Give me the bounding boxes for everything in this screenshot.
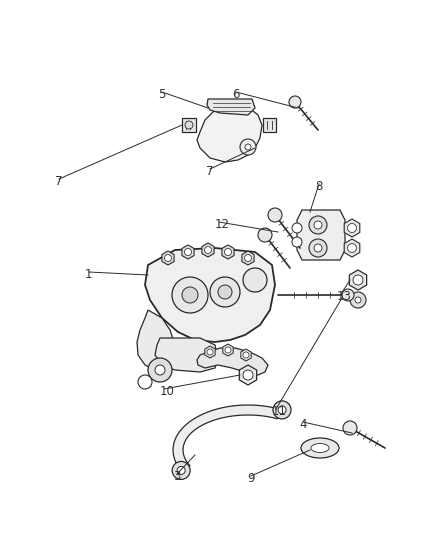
Polygon shape — [155, 338, 218, 372]
Polygon shape — [197, 105, 262, 162]
Circle shape — [177, 466, 185, 474]
Text: 9: 9 — [247, 472, 254, 485]
Circle shape — [268, 208, 282, 222]
Circle shape — [172, 277, 208, 313]
Circle shape — [155, 365, 165, 375]
Text: 3: 3 — [173, 470, 180, 483]
Circle shape — [245, 144, 251, 150]
Polygon shape — [207, 99, 255, 115]
Text: 5: 5 — [158, 88, 166, 101]
Circle shape — [243, 268, 267, 292]
Circle shape — [350, 292, 366, 308]
Circle shape — [353, 275, 363, 285]
Polygon shape — [182, 118, 196, 132]
Polygon shape — [350, 270, 367, 290]
Polygon shape — [162, 251, 174, 265]
Circle shape — [225, 347, 231, 353]
Circle shape — [278, 406, 286, 414]
Circle shape — [342, 289, 354, 301]
Polygon shape — [241, 349, 251, 361]
Polygon shape — [173, 405, 282, 471]
Polygon shape — [222, 245, 234, 259]
Circle shape — [309, 239, 327, 257]
Circle shape — [225, 248, 232, 255]
Circle shape — [273, 401, 291, 419]
Circle shape — [210, 277, 240, 307]
Ellipse shape — [311, 443, 329, 453]
Polygon shape — [145, 248, 275, 342]
Text: 7: 7 — [206, 165, 213, 178]
Circle shape — [243, 352, 249, 358]
Circle shape — [292, 223, 302, 233]
Circle shape — [314, 221, 322, 229]
Circle shape — [258, 228, 272, 242]
Text: 7: 7 — [55, 175, 63, 188]
Text: 4: 4 — [299, 418, 307, 431]
Text: 11: 11 — [272, 405, 287, 418]
Circle shape — [343, 421, 357, 435]
Text: 6: 6 — [232, 88, 240, 101]
Circle shape — [347, 223, 357, 232]
Polygon shape — [242, 251, 254, 265]
Circle shape — [309, 216, 327, 234]
Text: 8: 8 — [315, 180, 322, 193]
Circle shape — [205, 246, 212, 254]
Polygon shape — [263, 118, 276, 132]
Polygon shape — [205, 346, 215, 358]
Polygon shape — [182, 245, 194, 259]
Circle shape — [182, 287, 198, 303]
Ellipse shape — [301, 438, 339, 458]
Text: 13: 13 — [337, 290, 352, 303]
Circle shape — [172, 462, 190, 479]
Circle shape — [185, 121, 193, 129]
Polygon shape — [197, 348, 268, 375]
Circle shape — [240, 139, 256, 155]
Circle shape — [289, 96, 301, 108]
Circle shape — [292, 237, 302, 247]
Circle shape — [355, 297, 361, 303]
Circle shape — [243, 370, 253, 380]
Polygon shape — [344, 239, 360, 257]
Text: 10: 10 — [160, 385, 175, 398]
Circle shape — [314, 244, 322, 252]
Circle shape — [165, 254, 172, 262]
Polygon shape — [344, 219, 360, 237]
Polygon shape — [297, 210, 345, 260]
Circle shape — [148, 358, 172, 382]
Text: 12: 12 — [215, 218, 230, 231]
Polygon shape — [202, 243, 214, 257]
Circle shape — [184, 248, 191, 255]
Text: 1: 1 — [85, 268, 92, 281]
Circle shape — [207, 349, 213, 355]
Polygon shape — [137, 310, 175, 370]
Circle shape — [244, 254, 251, 262]
Polygon shape — [239, 365, 257, 385]
Circle shape — [138, 375, 152, 389]
Polygon shape — [223, 344, 233, 356]
Circle shape — [347, 244, 357, 253]
Circle shape — [218, 285, 232, 299]
